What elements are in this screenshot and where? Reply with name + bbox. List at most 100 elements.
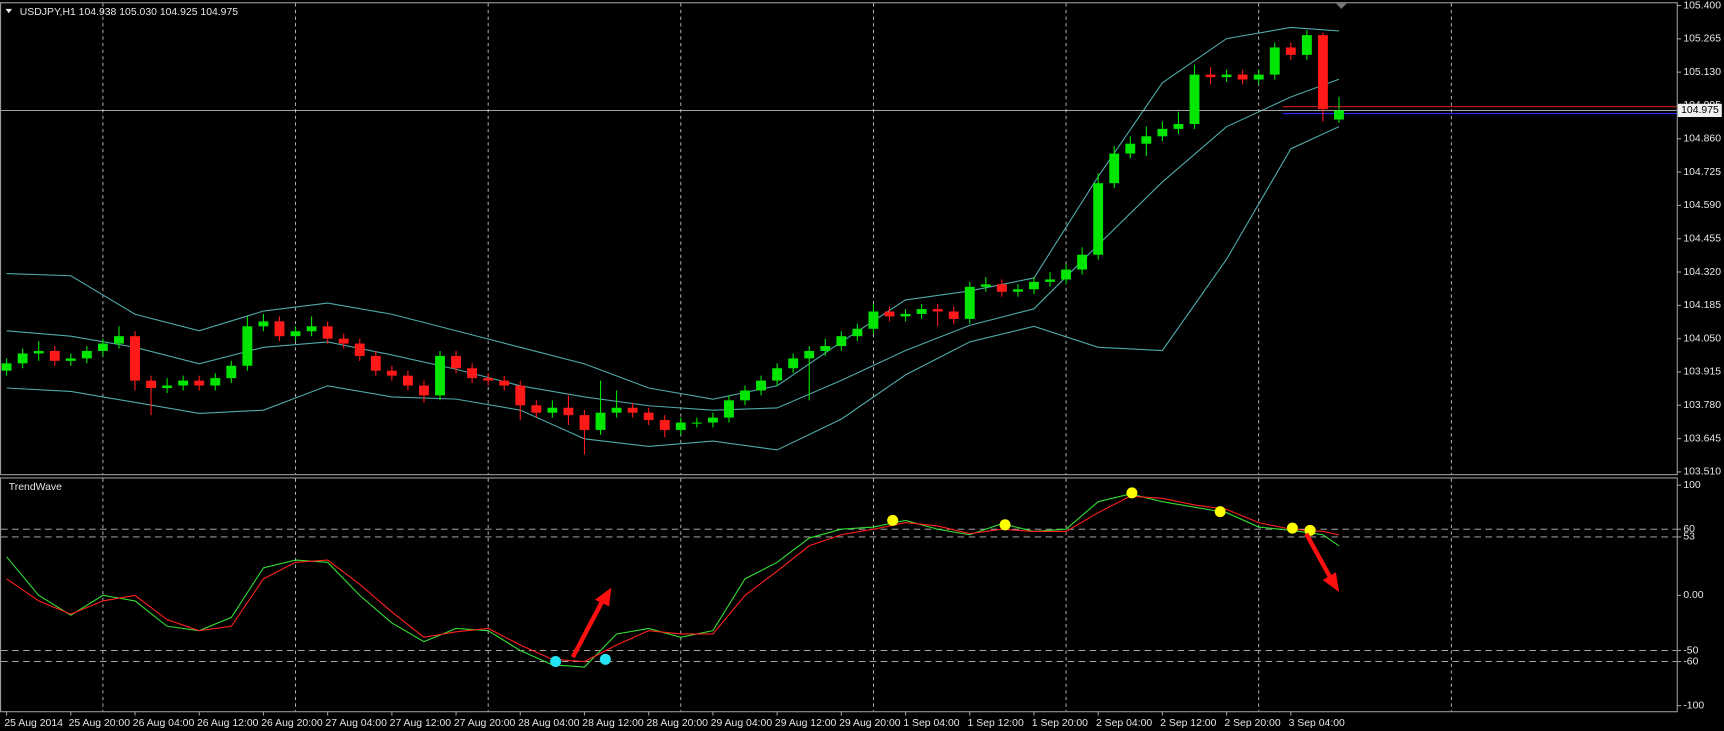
candle-body: [1269, 47, 1280, 75]
candle-body: [836, 336, 847, 347]
y-tick-label: 100: [1683, 480, 1701, 491]
signal-dot: [550, 656, 562, 668]
y-tick-label: 104.725: [1683, 167, 1721, 178]
y-tick-label: 104.320: [1683, 267, 1721, 278]
candle-body: [1061, 269, 1072, 280]
arrow-head: [594, 587, 612, 607]
arrow-up: [570, 597, 606, 659]
candle-body: [451, 355, 462, 369]
bollinger-lower: [6, 126, 1340, 451]
candle-body: [210, 378, 221, 386]
x-tick-label: 3 Sep 04:00: [1289, 718, 1345, 729]
candle-body: [354, 343, 365, 356]
candle-body: [242, 326, 253, 366]
signal-dot: [999, 519, 1011, 531]
x-tick-label: 28 Aug 04:00: [518, 718, 580, 729]
x-tick-label: 26 Aug 20:00: [261, 718, 323, 729]
signal-dot: [1126, 487, 1138, 499]
candle-body: [547, 407, 558, 413]
candle-body: [467, 368, 478, 379]
x-tick-label: 28 Aug 12:00: [582, 718, 644, 729]
candle-body: [964, 286, 975, 319]
y-tick-label: -50: [1683, 645, 1698, 656]
candle-body: [740, 390, 750, 401]
candle-body: [130, 336, 140, 381]
candle-body: [97, 343, 108, 351]
x-tick-label: 27 Aug 20:00: [454, 718, 516, 729]
candle-body: [258, 321, 269, 327]
candle-body: [1012, 289, 1023, 292]
arrow-head: [1322, 572, 1340, 593]
candle-body: [627, 407, 638, 413]
candle-body: [226, 365, 237, 379]
candle-body: [17, 353, 28, 364]
candle-body: [1285, 47, 1296, 55]
y-tick-label: 104.455: [1683, 233, 1721, 244]
candle-body: [707, 417, 718, 423]
y-tick-label: 0.00: [1683, 590, 1703, 601]
candle-body: [1, 363, 12, 371]
candle-body: [515, 385, 526, 406]
candle-body: [643, 412, 654, 421]
price-label-box: [1677, 103, 1722, 118]
candle-body: [948, 311, 959, 319]
candle-body: [274, 321, 285, 337]
candle-body: [563, 407, 574, 416]
candle-body: [772, 368, 783, 381]
candle-body: [932, 309, 943, 312]
signal-dot: [887, 514, 899, 526]
candle-body: [724, 400, 734, 418]
candle-body: [691, 422, 702, 424]
candle-body: [996, 284, 1007, 292]
x-tick-label: 1 Sep 12:00: [968, 718, 1024, 729]
candle-body: [980, 284, 991, 287]
y-tick-label: 60: [1683, 524, 1695, 535]
candle-body: [531, 405, 542, 413]
x-tick-label: 29 Aug 20:00: [839, 718, 901, 729]
candle-body: [1029, 281, 1039, 290]
candle-body: [146, 380, 157, 388]
y-tick-label: 103.780: [1683, 400, 1721, 411]
candle-body: [322, 326, 333, 339]
candle-body: [306, 326, 317, 332]
candle-body: [804, 350, 815, 359]
candle-body: [579, 415, 590, 430]
candle-body: [1141, 136, 1152, 144]
arrow-down: [1304, 532, 1333, 579]
candle-body: [290, 331, 301, 337]
candle-body: [1253, 74, 1264, 80]
candle-body: [178, 380, 189, 386]
candle-body: [1109, 153, 1120, 184]
candle-body: [595, 412, 606, 430]
x-tick-label: 26 Aug 04:00: [133, 718, 195, 729]
chart-title: USDJPY,H1 104.938 105.030 104.925 104.97…: [20, 7, 238, 18]
candle-body: [338, 338, 349, 344]
y-tick-label: 103.510: [1683, 467, 1721, 478]
y-tick-label: 104.050: [1683, 333, 1721, 344]
x-tick-label: 1 Sep 04:00: [903, 718, 959, 729]
x-tick-label: 2 Sep 12:00: [1160, 718, 1216, 729]
candle-body: [1125, 143, 1136, 154]
candle-body: [1205, 74, 1216, 78]
candle-body: [1045, 279, 1055, 282]
bollinger-middle: [6, 78, 1340, 411]
y-tick-label: 104.860: [1683, 134, 1721, 145]
candle-body: [483, 378, 494, 381]
menu-triangle[interactable]: [5, 8, 13, 14]
y-tick-label: -60: [1683, 656, 1698, 667]
candle-body: [611, 407, 622, 413]
candle-body: [1237, 74, 1248, 80]
candle-body: [49, 350, 60, 361]
shift-marker: [1335, 3, 1347, 9]
x-tick-label: 27 Aug 12:00: [390, 718, 452, 729]
candle-body: [499, 380, 510, 386]
candle-body: [162, 385, 173, 388]
candle-body: [435, 355, 445, 396]
candle-body: [33, 350, 44, 354]
candle-body: [370, 355, 381, 371]
candle-body: [1157, 128, 1168, 137]
y-tick-label: -100: [1683, 700, 1704, 711]
